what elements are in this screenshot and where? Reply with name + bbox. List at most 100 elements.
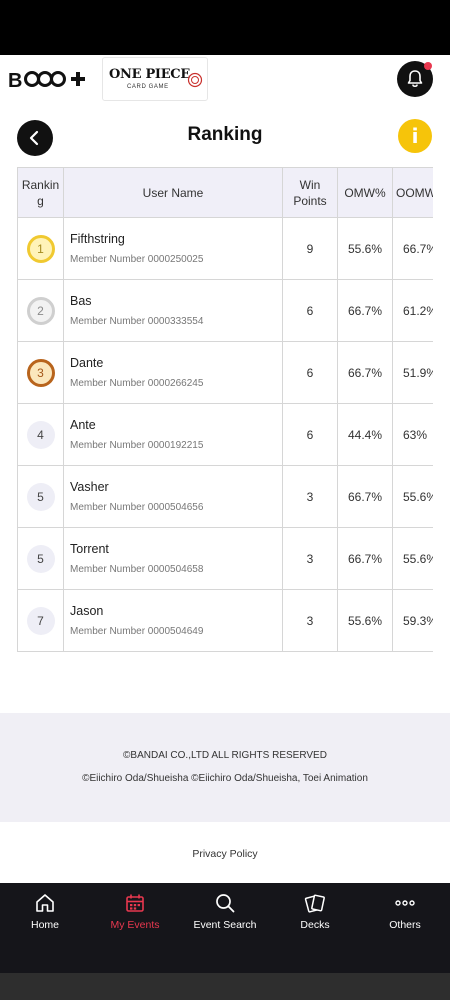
- win-points-cell: 3: [282, 527, 338, 590]
- user-name: Jason: [70, 604, 104, 618]
- rank-cell: 1: [17, 217, 64, 280]
- notifications-button[interactable]: [397, 61, 433, 97]
- col-header-oomw: OOMW%: [392, 167, 433, 218]
- chevron-left-icon: [29, 130, 39, 146]
- svg-text:B: B: [8, 70, 22, 92]
- table-row[interactable]: 1 Fifthstring Member Number 0000250025 9 55.…: [17, 217, 433, 280]
- bell-icon: [407, 70, 423, 88]
- table-row[interactable]: 4 Ante Member Number 0000192215 6 44.4% 63%: [17, 403, 433, 466]
- member-number: Member Number 0000266245: [70, 378, 204, 389]
- rank-badge: 5: [26, 544, 55, 573]
- game-emblem-icon: [187, 72, 203, 88]
- omw-cell: 55.6%: [337, 589, 393, 652]
- omw-cell: 66.7%: [337, 279, 393, 342]
- omw-cell: 66.7%: [337, 341, 393, 404]
- oomw-cell: 63%: [392, 403, 433, 466]
- nav-others-label: Others: [389, 919, 421, 931]
- one-piece-card-game-logo[interactable]: ONE PIECE CARD GAME: [102, 57, 208, 101]
- notification-dot: [424, 62, 432, 70]
- win-points-cell: 6: [282, 403, 338, 466]
- win-points-cell: 3: [282, 465, 338, 528]
- omw-cell: 44.4%: [337, 403, 393, 466]
- bottom-nav: Home My Events Event Search Decks: [0, 883, 450, 973]
- user-name: Bas: [70, 294, 92, 308]
- oomw-cell: 66.7%: [392, 217, 433, 280]
- nav-my-events-label: My Events: [110, 919, 160, 931]
- privacy-policy-link[interactable]: Privacy Policy: [192, 848, 258, 860]
- user-name: Fifthstring: [70, 232, 125, 246]
- rank-badge: 7: [26, 606, 55, 635]
- nav-my-events[interactable]: My Events: [90, 883, 180, 973]
- member-number: Member Number 0000504649: [70, 626, 204, 637]
- home-icon: [36, 894, 54, 912]
- user-cell: Torrent Member Number 0000504658: [63, 527, 283, 590]
- rank-badge: 4: [26, 420, 55, 449]
- ranking-table: Ranking User Name Win Points OMW% OOMW% …: [17, 167, 433, 652]
- game-logo-subtitle: CARD GAME: [127, 84, 169, 90]
- back-button[interactable]: [17, 120, 53, 156]
- win-points-cell: 6: [282, 279, 338, 342]
- oomw-cell: 61.2%: [392, 279, 433, 342]
- user-cell: Fifthstring Member Number 0000250025: [63, 217, 283, 280]
- bandai-bplus-logo[interactable]: B: [8, 66, 88, 92]
- search-icon: [216, 894, 235, 913]
- user-cell: Jason Member Number 0000504649: [63, 589, 283, 652]
- app-header: B ONE PIECE CARD GAME: [0, 55, 450, 105]
- omw-cell: 66.7%: [337, 527, 393, 590]
- rank-badge: 1: [26, 234, 55, 263]
- member-number: Member Number 0000192215: [70, 440, 204, 451]
- nav-event-search-label: Event Search: [193, 919, 257, 931]
- rank-cell: 5: [17, 465, 64, 528]
- nav-decks[interactable]: Decks: [270, 883, 360, 973]
- win-points-cell: 6: [282, 341, 338, 404]
- rank-cell: 4: [17, 403, 64, 466]
- user-cell: Bas Member Number 0000333554: [63, 279, 283, 342]
- info-button[interactable]: i: [398, 119, 432, 153]
- oomw-cell: 59.3%: [392, 589, 433, 652]
- rank-badge: 3: [26, 358, 55, 387]
- win-points-cell: 3: [282, 589, 338, 652]
- member-number: Member Number 0000504658: [70, 564, 204, 575]
- user-cell: Dante Member Number 0000266245: [63, 341, 283, 404]
- rank-cell: 7: [17, 589, 64, 652]
- table-row[interactable]: 5 Torrent Member Number 0000504658 3 66.7% 55…: [17, 527, 433, 590]
- user-cell: Vasher Member Number 0000504656: [63, 465, 283, 528]
- table-row[interactable]: 7 Jason Member Number 0000504649 3 55.6% 59.3…: [17, 589, 433, 652]
- copyright-bandai: ©BANDAI CO.,LTD ALL RIGHTS RESERVED: [123, 750, 327, 761]
- user-name: Vasher: [70, 480, 109, 494]
- user-name: Dante: [70, 356, 104, 370]
- nav-decks-label: Decks: [300, 919, 330, 931]
- win-points-cell: 9: [282, 217, 338, 280]
- table-row[interactable]: 3 Dante Member Number 0000266245 6 66.7% 51.9…: [17, 341, 433, 404]
- omw-cell: 55.6%: [337, 217, 393, 280]
- table-row[interactable]: 2 Bas Member Number 0000333554 666.7%61.2%: [17, 279, 433, 342]
- member-number: Member Number 0000333554: [70, 316, 204, 327]
- oomw-cell: 51.9%: [392, 341, 433, 404]
- rank-cell: 2: [17, 279, 64, 342]
- table-row[interactable]: 5 Vasher Member Number 0000504656 3 66.7% 55.…: [17, 465, 433, 528]
- cards-icon: [304, 894, 325, 913]
- nav-event-search[interactable]: Event Search: [180, 883, 270, 973]
- user-name: Torrent: [70, 542, 109, 556]
- omw-cell: 66.7%: [337, 465, 393, 528]
- rank-badge: 5: [26, 482, 55, 511]
- footer: ©BANDAI CO.,LTD ALL RIGHTS RESERVED ©Eii…: [0, 713, 450, 822]
- rank-badge: 2: [26, 296, 55, 325]
- calendar-icon: [126, 894, 144, 912]
- game-logo-title: ONE PIECE: [109, 67, 190, 82]
- member-number: Member Number 0000250025: [70, 254, 204, 265]
- more-icon: [395, 900, 415, 906]
- ranking-table-container[interactable]: Ranking User Name Win Points OMW% OOMW% …: [17, 167, 433, 653]
- nav-others[interactable]: Others: [360, 883, 450, 973]
- oomw-cell: 55.6%: [392, 527, 433, 590]
- oomw-cell: 55.6%: [392, 465, 433, 528]
- col-header-omw: OMW%: [337, 167, 393, 218]
- copyright-oda: ©Eiichiro Oda/Shueisha ©Eiichiro Oda/Shu…: [82, 773, 368, 784]
- user-name: Ante: [70, 418, 96, 432]
- nav-home[interactable]: Home: [0, 883, 90, 973]
- nav-home-label: Home: [30, 919, 59, 931]
- system-home-bar: [0, 973, 450, 1000]
- table-header-row: Ranking User Name Win Points OMW% OOMW%: [17, 167, 433, 218]
- col-header-user-name: User Name: [63, 167, 283, 218]
- rank-cell: 3: [17, 341, 64, 404]
